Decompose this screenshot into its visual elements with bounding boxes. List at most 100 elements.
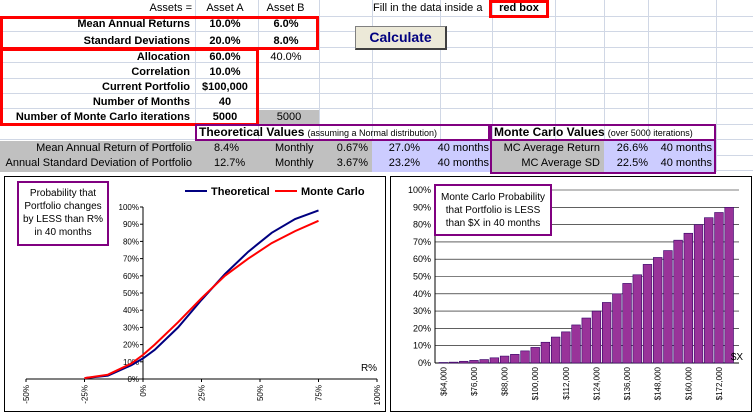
theo-mean-horizon-value: 27.0%	[388, 142, 420, 154]
x-tick-label: 50%	[256, 385, 265, 401]
iterations-label: Number of Monte Carlo iterations	[15, 111, 190, 123]
series-line-1	[84, 219, 319, 380]
bar	[704, 217, 714, 364]
bar	[653, 257, 663, 364]
assets-label: Assets =	[149, 2, 193, 14]
mean-return-a[interactable]: 10.0%	[209, 18, 241, 30]
correlation-value[interactable]: 10.0%	[209, 66, 241, 78]
theo-mean-label: Mean Annual Return of Portfolio	[36, 142, 192, 154]
x-tick-label: $76,000	[470, 366, 479, 395]
y-tick-label: 90%	[123, 220, 139, 229]
theo-sd-monthly: 3.67%	[336, 157, 368, 169]
portfolio-value[interactable]: $100,000	[202, 81, 248, 93]
y-tick-label: 90%	[413, 202, 431, 212]
theo-sd-annual: 12.7%	[214, 157, 246, 169]
std-dev-label: Standard Deviations	[83, 35, 190, 47]
red-box-label: red box	[499, 2, 539, 14]
legend-label-0: Theoretical	[211, 186, 270, 198]
callout-line-2: Portfolio changes	[24, 201, 102, 212]
x-tick-label: -25%	[81, 385, 90, 404]
bar	[622, 283, 632, 364]
y-tick-label: 50%	[413, 272, 431, 282]
x-tick-label: $148,000	[654, 366, 663, 400]
y-tick-label: 60%	[123, 272, 139, 281]
bar-chart-svg: 0% 10% 20% 30% 40% 50% 60% 70% 80% 90% 100% $64,000…	[408, 185, 743, 400]
mean-return-b[interactable]: 6.0%	[273, 18, 299, 30]
y-tick-label: 100%	[408, 185, 431, 195]
y-tick-label: 0%	[418, 358, 431, 368]
std-dev-a[interactable]: 20.0%	[209, 35, 241, 47]
theoretical-title-group: Theoretical Values (assuming a Normal di…	[199, 125, 437, 141]
bar	[693, 224, 704, 364]
allocation-a[interactable]: 60.0%	[209, 51, 241, 63]
bar	[499, 355, 510, 364]
mc-title: Monte Carlo Values	[494, 125, 605, 139]
y-tick-label: 70%	[123, 255, 139, 264]
y-tick-label: 20%	[413, 323, 431, 333]
bar	[510, 354, 520, 364]
bar-callout-line-3: than $X in 40 months	[445, 218, 541, 229]
bar	[673, 239, 683, 364]
x-tick-label: $160,000	[684, 366, 693, 400]
bar	[489, 357, 500, 364]
x-unit-label: R%	[361, 363, 377, 374]
theoretical-header-box	[195, 124, 490, 141]
months-value[interactable]: 40	[218, 96, 232, 108]
series-line-0	[84, 209, 319, 380]
theo-mean-annual: 8.4%	[214, 142, 240, 154]
mc-avg-sd-label: MC Average SD	[521, 157, 600, 169]
bar	[571, 324, 581, 364]
x-tick-label: $88,000	[501, 366, 510, 395]
y-tick-label: 60%	[413, 254, 431, 264]
y-tick-label: 50%	[123, 289, 139, 298]
y-tick-label: 30%	[413, 306, 431, 316]
x-tick-label: $172,000	[715, 366, 724, 400]
bar	[602, 302, 612, 364]
bar-callout-line-2: that Portfolio is LESS	[445, 205, 541, 216]
bar	[581, 317, 591, 364]
callout-line-3: by LESS than R%	[22, 214, 104, 225]
y-tick-label: 100%	[119, 203, 139, 212]
bar	[591, 310, 602, 364]
bar	[530, 347, 540, 364]
x-tick-label: $112,000	[562, 366, 571, 399]
portfolio-label: Current Portfolio	[102, 81, 190, 93]
theo-sd-label: Annual Standard Deviation of Portfolio	[5, 157, 192, 169]
bar	[479, 359, 489, 364]
x-tick-label: $64,000	[439, 366, 448, 395]
mc-subtitle: (over 5000 iterations)	[607, 128, 693, 138]
theo-mean-monthly: 0.67%	[336, 142, 368, 154]
parameters-input-box	[0, 48, 259, 126]
iterations-value[interactable]: 5000	[212, 111, 238, 123]
allocation-label: Allocation	[136, 51, 190, 63]
mc-avg-sd-horizon: 40 months	[660, 157, 712, 169]
y-tick-label: 0%	[127, 375, 139, 384]
mc-avg-return-horizon: 40 months	[660, 142, 712, 154]
std-dev-b[interactable]: 8.0%	[273, 35, 299, 47]
bar	[520, 350, 530, 364]
bar	[663, 250, 673, 364]
bar	[438, 362, 449, 364]
y-tick-label: 40%	[413, 289, 431, 299]
months-label: Number of Months	[92, 96, 190, 108]
x-tick-label: $124,000	[592, 366, 601, 400]
bar-chart-callout: Monte Carlo Probability that Portfolio i…	[434, 184, 552, 236]
bar	[612, 293, 622, 364]
bar	[459, 360, 469, 364]
y-tick-label: 20%	[123, 341, 139, 350]
mc-title-group: Monte Carlo Values (over 5000 iterations…	[494, 125, 693, 141]
mc-avg-return-value: 26.6%	[616, 142, 648, 154]
y-tick-label: 10%	[413, 341, 431, 351]
asset-b-header: Asset B	[266, 2, 305, 14]
bar	[550, 336, 561, 364]
probability-bar-chart[interactable]: 0% 10% 20% 30% 40% 50% 60% 70% 80% 90% 100% $64,000…	[390, 176, 752, 412]
x-tick-label: -50%	[22, 385, 31, 404]
mean-returns-label: Mean Annual Returns	[77, 18, 190, 30]
theo-sd-horizon: 40 months	[437, 157, 489, 169]
calculate-button[interactable]: Calculate	[355, 26, 447, 50]
instruction-text: Fill in the data inside a	[373, 2, 483, 14]
asset-a-header: Asset A	[206, 2, 244, 14]
y-tick-label: 10%	[123, 358, 139, 367]
theoretical-rows-bg	[0, 141, 372, 172]
x-tick-label: 75%	[315, 385, 324, 401]
